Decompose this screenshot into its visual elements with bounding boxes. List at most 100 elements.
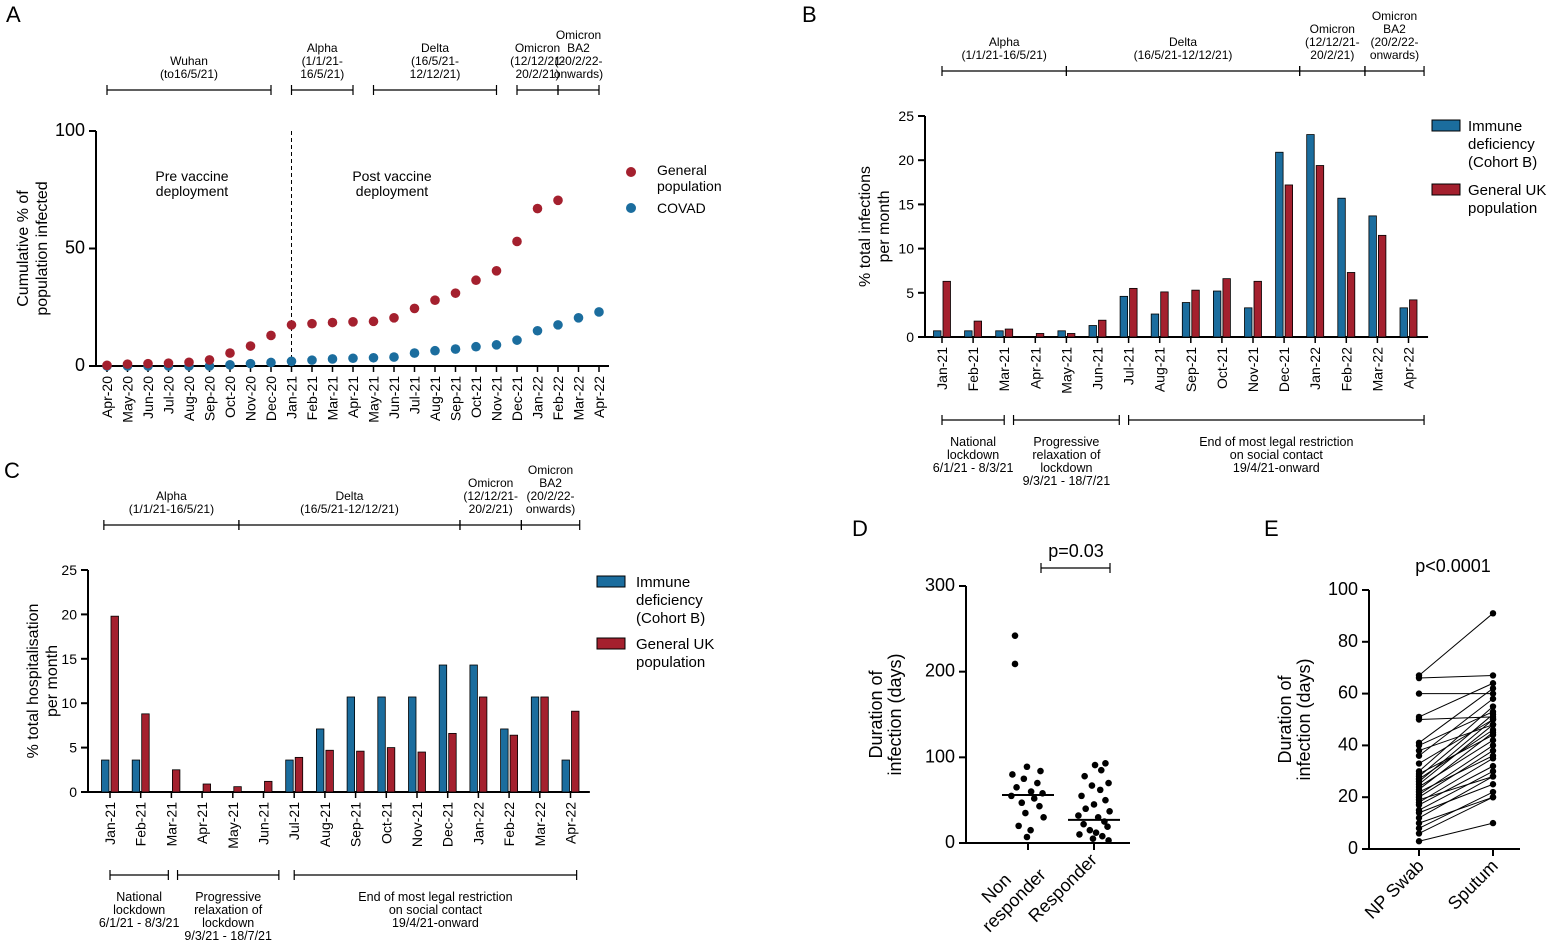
c-bar-immune	[408, 696, 417, 793]
b-bar-general	[1067, 333, 1076, 338]
b-period-label: (20/2/22-	[1370, 35, 1418, 49]
a-point-covad	[573, 313, 584, 323]
b-x-tick-label: Jun-21	[1090, 347, 1106, 390]
e-point-sputum	[1489, 685, 1497, 692]
c-x-tick-label: Feb-22	[501, 802, 517, 847]
panel-label-e: E	[1264, 516, 1279, 541]
a-point-general	[450, 288, 461, 298]
c-y-tick-label: 20	[61, 606, 77, 622]
e-point-np-swab	[1415, 690, 1423, 697]
b-x-tick-label: Apr-22	[1401, 347, 1417, 389]
e-point-np-swab	[1415, 739, 1423, 747]
a-x-tick-label: Jul-21	[407, 376, 423, 414]
a-period-label: (1/1/21-	[302, 54, 343, 68]
d-point	[1086, 826, 1094, 834]
e-point-sputum	[1489, 672, 1497, 679]
c-y-tick-label: 5	[69, 740, 77, 756]
c-bar-general	[509, 734, 519, 793]
c-bar-general	[171, 769, 181, 793]
a-period-label: (20/2/22-	[554, 54, 602, 68]
b-bar-immune	[1057, 330, 1066, 338]
b-bar-general	[1191, 289, 1200, 338]
b-y-label-line1: % total infections	[857, 166, 874, 287]
d-point	[1018, 799, 1026, 807]
region-label-post-line2: deployment	[356, 183, 428, 199]
b-restriction-label: lockdown	[947, 448, 999, 462]
legend-swatch-general-population	[626, 167, 636, 177]
a-point-covad	[389, 352, 399, 362]
e-point-np-swab	[1415, 747, 1423, 754]
b-bar-general	[942, 280, 951, 338]
a-x-tick-label: Dec-21	[509, 376, 525, 421]
d-y-label: Duration ofinfection (days)	[866, 653, 905, 775]
b-bar-general	[1253, 280, 1262, 338]
b-x-tick-label: Jan-22	[1307, 347, 1323, 390]
b-period-label: (16/5/21-12/12/21)	[1134, 48, 1233, 62]
a-x-tick-label: Jul-20	[161, 376, 177, 414]
legend-general-b-line1: General UK	[1468, 182, 1546, 199]
legend-swatch-covad	[626, 203, 636, 213]
c-bar-immune	[101, 759, 110, 793]
e-point-np-swab	[1415, 814, 1423, 822]
b-x-tick-label: Nov-21	[1245, 347, 1261, 392]
c-period-label: (1/1/21-16/5/21)	[129, 502, 214, 516]
a-point-general	[122, 359, 133, 369]
region-label-post-line1: Post vaccine	[352, 168, 432, 184]
b-y-tick-label: 25	[898, 108, 914, 124]
a-point-general	[245, 341, 256, 351]
a-x-tick-label: May-20	[120, 376, 136, 423]
e-point-np-swab	[1415, 760, 1423, 767]
c-period-label: Omicron	[528, 463, 573, 477]
b-bar-general	[1035, 333, 1045, 338]
a-x-tick-label: Nov-20	[243, 376, 259, 421]
c-x-tick-label: Nov-21	[409, 802, 425, 847]
d-point	[1023, 763, 1031, 771]
legend-immune-b-line1: Immune	[1468, 118, 1522, 135]
c-period-label: 20/2/21)	[469, 502, 513, 516]
c-bar-immune	[469, 664, 478, 793]
b-period-label: onwards)	[1370, 48, 1419, 62]
b-y-label: % total infections per month	[857, 166, 893, 287]
a-point-general	[389, 313, 399, 323]
c-bar-general	[264, 780, 273, 793]
b-bar-immune	[1368, 215, 1377, 338]
panel-label-b: B	[802, 2, 817, 27]
d-point	[1097, 766, 1105, 774]
d-point	[1011, 632, 1019, 639]
b-y-tick-label: 0	[906, 329, 914, 345]
e-point-sputum	[1489, 747, 1497, 754]
a-period-label: (to16/5/21)	[160, 67, 218, 81]
a-period-label: Omicron	[515, 41, 560, 55]
e-pair-line	[1418, 739, 1494, 788]
d-point	[1034, 779, 1041, 787]
b-bar-immune	[1399, 307, 1408, 338]
a-y-label-line1: Cumulative % of	[15, 190, 32, 307]
b-restriction-label: End of most legal restriction	[1199, 435, 1353, 449]
b-bar-general	[973, 320, 982, 338]
c-bar-immune	[438, 664, 448, 793]
c-bar-immune	[561, 759, 570, 793]
a-x-tick-label: Sep-20	[202, 376, 218, 421]
c-y-tick-label: 0	[69, 784, 77, 800]
c-x-tick-label: Jul-21	[286, 802, 302, 840]
a-point-general	[163, 358, 174, 368]
legend-immune-b-line2: deficiency	[1468, 136, 1535, 153]
c-x-tick-label: Apr-21	[194, 802, 210, 844]
b-x-tick-label: Mar-21	[996, 347, 1012, 392]
b-period-label: BA2	[1383, 22, 1406, 36]
c-x-tick-label: Jan-22	[470, 802, 486, 845]
a-x-tick-label: Sep-21	[448, 376, 464, 421]
c-y-label-line2: per month	[44, 645, 61, 717]
d-point	[1102, 796, 1109, 804]
pvalue-d: p=0.03	[1048, 541, 1104, 561]
b-bar-general	[1098, 319, 1107, 338]
c-restriction-label: relaxation of	[194, 903, 263, 917]
a-period-label: Delta	[421, 41, 449, 55]
a-x-tick-label: Dec-20	[263, 376, 279, 421]
a-point-covad	[409, 348, 420, 358]
e-y-tick-label: 0	[1348, 838, 1358, 858]
e-y-label-line1: Duration of	[1275, 674, 1295, 763]
panel-label-c: C	[4, 458, 20, 483]
a-period-label: 20/2/21)	[515, 67, 559, 81]
d-point	[1099, 832, 1106, 840]
